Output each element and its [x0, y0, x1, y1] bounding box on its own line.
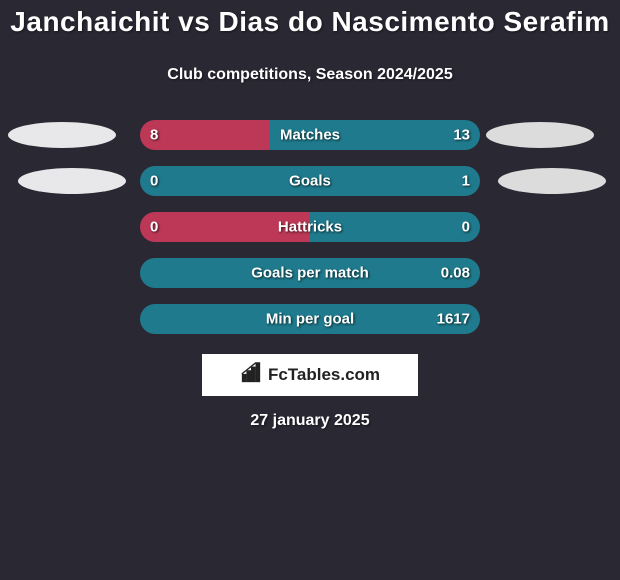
player-right-marker	[498, 168, 606, 194]
page-subtitle: Club competitions, Season 2024/2025	[0, 66, 620, 84]
value-left: 0	[150, 173, 158, 190]
comparison-rows: 8 Matches 13 0 Goals 1 0 Hattricks 0 Goals per ma…	[0, 112, 620, 342]
comparison-row: Goals per match 0.08	[0, 250, 620, 296]
value-right: 1	[462, 173, 470, 190]
player-right-marker	[486, 122, 594, 148]
comparison-bar: Goals per match 0.08	[140, 258, 480, 288]
metric-label: Matches	[280, 127, 340, 144]
comparison-row: 8 Matches 13	[0, 112, 620, 158]
metric-label: Goals	[289, 173, 331, 190]
value-right: 13	[453, 127, 470, 144]
comparison-row: Min per goal 1617	[0, 296, 620, 342]
chart-icon	[240, 362, 262, 389]
snapshot-date: 27 january 2025	[0, 412, 620, 430]
comparison-bar: 0 Hattricks 0	[140, 212, 480, 242]
value-left: 0	[150, 219, 158, 236]
comparison-row: 0 Hattricks 0	[0, 204, 620, 250]
comparison-bar: Min per goal 1617	[140, 304, 480, 334]
branding-box: FcTables.com	[202, 354, 418, 396]
comparison-bar: 8 Matches 13	[140, 120, 480, 150]
metric-label: Goals per match	[251, 265, 369, 282]
metric-label: Hattricks	[278, 219, 342, 236]
page-title: Janchaichit vs Dias do Nascimento Serafi…	[0, 0, 620, 38]
branding-text: FcTables.com	[268, 365, 380, 385]
player-left-marker	[18, 168, 126, 194]
value-right: 0.08	[441, 265, 470, 282]
value-right: 0	[462, 219, 470, 236]
bar-left-fill	[140, 120, 270, 150]
comparison-bar: 0 Goals 1	[140, 166, 480, 196]
comparison-row: 0 Goals 1	[0, 158, 620, 204]
player-left-marker	[8, 122, 116, 148]
metric-label: Min per goal	[266, 311, 354, 328]
value-right: 1617	[437, 311, 470, 328]
value-left: 8	[150, 127, 158, 144]
